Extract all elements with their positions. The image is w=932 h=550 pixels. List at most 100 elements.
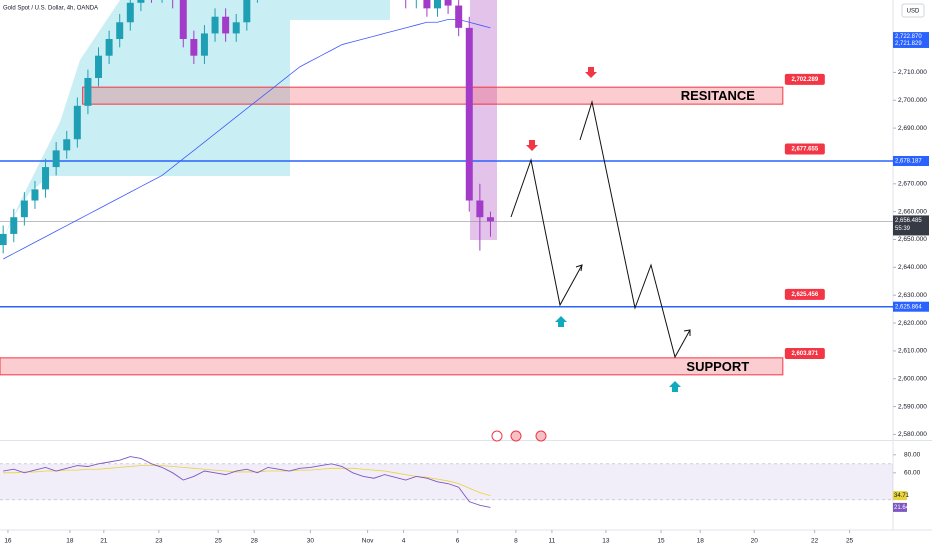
countdown: 55:39 xyxy=(895,226,911,232)
x-tick-label: 16 xyxy=(4,538,12,545)
x-tick-label: 15 xyxy=(657,538,665,545)
zone-tag xyxy=(784,347,825,359)
candle-body xyxy=(84,77,92,106)
last-price-label: 2,656.485 xyxy=(895,218,922,224)
level-tag xyxy=(784,288,825,300)
level-axis-tag xyxy=(893,301,929,312)
candle-body xyxy=(95,55,103,78)
x-tick-label: 13 xyxy=(602,538,610,545)
currency: USD xyxy=(907,9,920,15)
moving-average xyxy=(2,19,491,260)
down-arrow xyxy=(526,140,538,151)
price-tag xyxy=(893,38,929,48)
signal-arrows xyxy=(526,67,681,392)
rsi-ma-line xyxy=(3,465,491,496)
candle-body xyxy=(63,139,71,151)
currency-box[interactable] xyxy=(901,3,925,18)
y-tick-label: 2,590.000 xyxy=(898,403,927,410)
candle-body xyxy=(179,0,187,39)
event-icon xyxy=(510,430,522,442)
rsi-tag-label: 21.64 xyxy=(894,505,910,511)
zone xyxy=(0,357,784,376)
zone-label: RESITANCE xyxy=(681,88,755,103)
x-tick-label: 18 xyxy=(66,538,74,545)
candle-body xyxy=(190,38,198,56)
y-tick-label: 2,630.000 xyxy=(898,292,927,299)
y-tick-label: 2,580.000 xyxy=(898,431,927,438)
x-tick-label: 8 xyxy=(514,538,518,545)
level-tag-label: 2,625.456 xyxy=(791,292,818,298)
arrow-head xyxy=(683,329,691,336)
candle-body xyxy=(0,233,7,246)
up-arrow xyxy=(669,381,681,392)
symbol: Gold Spot / U.S. Dollar, 4h, OANDA xyxy=(3,6,98,12)
rsi-ma-tag-label: 34.71 xyxy=(894,493,910,499)
candle-body xyxy=(486,217,494,222)
y-tick-label: 2,670.000 xyxy=(898,181,927,188)
price-tag-label: 2,722.870 xyxy=(895,34,922,40)
candle-body xyxy=(73,105,81,140)
events xyxy=(491,430,547,442)
projection xyxy=(510,100,691,359)
x-tick-label: 30 xyxy=(307,538,315,545)
y-tick-label: 2,690.000 xyxy=(898,125,927,132)
candle-body xyxy=(433,0,441,9)
projection-path xyxy=(579,100,691,359)
candle-body xyxy=(423,0,431,9)
rsi-tag xyxy=(893,502,907,512)
rsi-tick-label: 80.00 xyxy=(904,452,921,459)
x-tick-label: 20 xyxy=(751,538,759,545)
x-tick-label: 18 xyxy=(697,538,705,545)
y-tick-label: 2,710.000 xyxy=(898,69,927,76)
x-tick-label: 6 xyxy=(456,538,460,545)
candle-body xyxy=(31,189,39,201)
y-tick-label: 2,610.000 xyxy=(898,348,927,355)
rsi-tick-label: 60.00 xyxy=(904,470,921,477)
y-tick-label: 2,600.000 xyxy=(898,375,927,382)
last-price-tag xyxy=(893,215,929,236)
candle-body xyxy=(105,38,113,56)
rsi-ma-tag xyxy=(893,491,907,501)
overlay: 2,580.000 2,590.000 2,600.000 2,610.000 2,62… xyxy=(4,32,929,545)
candle-body xyxy=(232,22,240,34)
x-tick-label: 23 xyxy=(155,538,163,545)
y-tick-label: 2,620.000 xyxy=(898,320,927,327)
y-tick-label: 2,660.000 xyxy=(898,208,927,215)
candle-body xyxy=(465,27,473,201)
price-tag-label: 2,721.829 xyxy=(895,41,922,47)
candle-body xyxy=(455,5,463,28)
candle-body xyxy=(20,200,28,218)
candle-body xyxy=(126,2,134,23)
rsi-line xyxy=(3,456,491,508)
candle-body xyxy=(137,0,145,3)
candle-body xyxy=(10,217,18,234)
candle-body xyxy=(116,22,124,39)
candle-body xyxy=(222,16,230,34)
drop-fill xyxy=(470,0,497,240)
x-tick-label: 21 xyxy=(100,538,108,545)
level-tag-label: 2,677.655 xyxy=(791,147,818,153)
level-axis-label: 2,678.187 xyxy=(895,159,922,165)
level-tag xyxy=(784,143,825,155)
level-axis-label: 2,625.864 xyxy=(895,304,922,310)
down-arrow xyxy=(585,67,597,78)
candle-body xyxy=(476,200,484,218)
candle-body xyxy=(444,0,452,6)
x-tick-label: 11 xyxy=(549,538,556,545)
y-tick-label: 2,640.000 xyxy=(898,264,927,271)
candle-body xyxy=(52,150,60,168)
candle-body xyxy=(200,33,208,56)
level-axis-tag xyxy=(893,155,929,166)
x-tick-label: 4 xyxy=(402,538,406,545)
trend-fill xyxy=(290,0,390,20)
zone-tag-label: 2,603.871 xyxy=(791,351,818,357)
x-tick-label: 28 xyxy=(251,538,259,545)
zone xyxy=(82,86,784,105)
candle-body xyxy=(243,0,251,23)
zone-tag xyxy=(784,73,825,85)
price-tag xyxy=(893,32,929,42)
zone-label: SUPPORT xyxy=(686,359,749,374)
up-arrow xyxy=(555,316,567,327)
x-tick-label: 22 xyxy=(811,538,819,545)
